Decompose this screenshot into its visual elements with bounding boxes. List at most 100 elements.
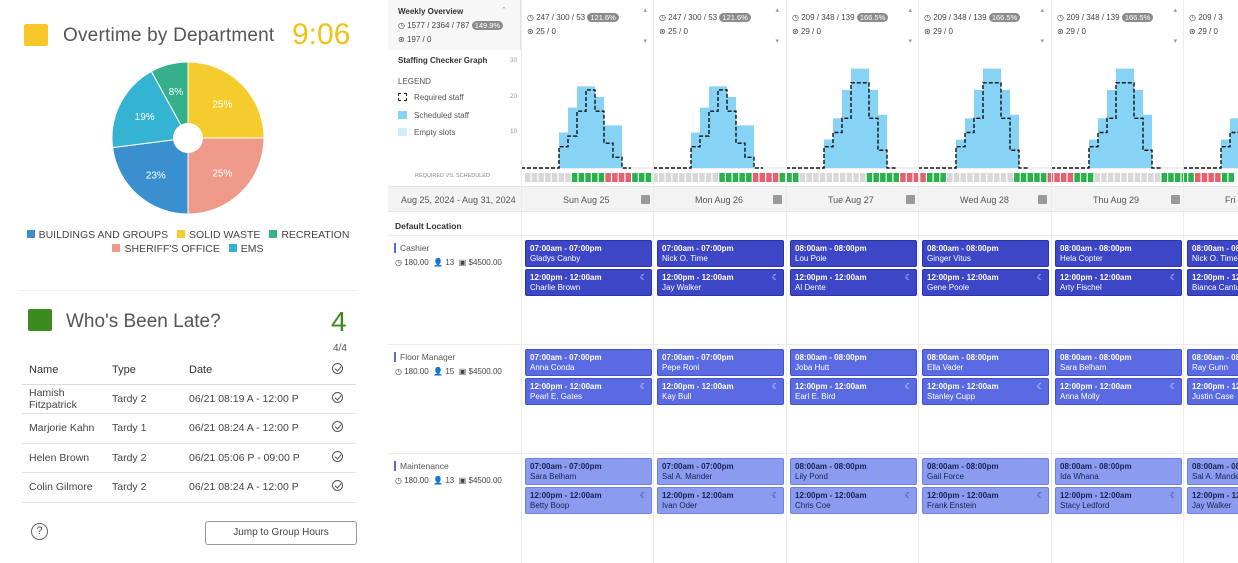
shift-block[interactable]: 12:00pm - 12:00am Anna Molly ☾ — [1055, 378, 1182, 405]
shift-employee: Gene Poole — [927, 283, 970, 292]
weekly-overview[interactable]: Weekly Overview ⌃ ◷ 1577 / 2364 / 787 14… — [388, 0, 521, 50]
day-overview-1[interactable]: ◷ 247 / 300 / 53 121.6% ⊛ 25 / 0 ▴ ▾ — [654, 0, 784, 50]
shift-block[interactable]: 07:00am - 07:00pm Nick O. Time — [657, 240, 784, 267]
day-stats: ◷ 209 / 348 / 139 166.5% — [792, 13, 889, 22]
check-circle-icon[interactable] — [332, 421, 343, 433]
shift-block[interactable]: 08:00am - 08:00pm Gail Force — [922, 458, 1049, 485]
table-row[interactable]: Marjorie Kahn Tardy 1 06/21 08:24 A - 12:0… — [22, 413, 356, 444]
shift-block[interactable]: 08:00am - 08:00pmRay Gunn — [1187, 349, 1238, 376]
table-row[interactable]: Colin Gilmore Tardy 2 06/21 08:24 A - 12:0… — [22, 472, 356, 503]
shift-block[interactable]: 12:00pm - 12:00am Gene Poole ☾ — [922, 269, 1049, 296]
shift-block[interactable]: 12:00pm - 12:00am Al Dente ☾ — [790, 269, 917, 296]
day-overview-2[interactable]: ◷ 209 / 348 / 139 166.5% ⊛ 29 / 0 ▴ ▾ — [787, 0, 917, 50]
overtime-time: 9:06 — [292, 18, 351, 51]
shift-block[interactable]: 12:00pm - 12:00am Stanley Cupp ☾ — [922, 378, 1049, 405]
calendar-icon[interactable] — [1038, 195, 1047, 204]
chevron-down-icon[interactable]: ▾ — [1173, 38, 1177, 45]
check-circle-icon[interactable] — [332, 450, 343, 462]
jump-to-group-hours-button[interactable]: Jump to Group Hours — [205, 521, 357, 545]
shift-block[interactable]: 12:00pm - 12:00am Chris Coe ☾ — [790, 487, 917, 514]
chevron-down-icon[interactable]: ▾ — [908, 38, 912, 45]
chevron-up-icon[interactable]: ▴ — [1173, 7, 1177, 14]
scheduled-bar — [860, 68, 869, 168]
role-name[interactable]: Maintenance — [394, 461, 449, 471]
calendar-icon[interactable] — [906, 195, 915, 204]
rvs-cell — [705, 173, 712, 182]
shift-block[interactable]: 12:00pm - 12:00am Betty Boop ☾ — [525, 487, 652, 514]
role-name[interactable]: Cashier — [394, 243, 429, 253]
rvs-cell — [638, 173, 645, 182]
scheduled-bar — [604, 125, 613, 168]
rvs-cell — [1014, 173, 1020, 182]
chevron-down-icon[interactable]: ▾ — [643, 38, 647, 45]
day-overview-5[interactable]: ◷ 209 / 3 ⊛ 29 / 0 ▴ ▾ — [1184, 0, 1238, 50]
check-circle-icon[interactable] — [332, 480, 343, 492]
shift-block[interactable]: 07:00am - 07:00pm Gladys Canby — [525, 240, 652, 267]
chevron-up-icon[interactable]: ▴ — [775, 7, 779, 14]
rvs-cell — [605, 173, 611, 182]
shift-block[interactable]: 08:00am - 08:00pm Hela Copter — [1055, 240, 1182, 267]
shift-block[interactable]: 12:00pm - 12:00am Frank Enstein ☾ — [922, 487, 1049, 514]
role-name[interactable]: Floor Manager — [394, 352, 455, 362]
chevron-down-icon[interactable]: ▾ — [1040, 38, 1044, 45]
shift-block[interactable]: 08:00am - 08:00pm Lily Pond — [790, 458, 917, 485]
table-row[interactable]: Helen Brown Tardy 2 06/21 05:06 P - 09:00 … — [22, 443, 356, 473]
rvs-cell — [732, 173, 739, 182]
shift-block[interactable]: 08:00am - 08:00pm Joba Hutt — [790, 349, 917, 376]
shift-block[interactable]: 08:00am - 08:00pm Sara Belham — [1055, 349, 1182, 376]
day-overview-4[interactable]: ◷ 209 / 348 / 139 166.5% ⊛ 29 / 0 ▴ ▾ — [1052, 0, 1182, 50]
day-overview-0[interactable]: ◷ 247 / 300 / 53 121.6% ⊛ 25 / 0 ▴ ▾ — [522, 0, 652, 50]
shift-block[interactable]: 12:00pm - 12:00am Arty Fischel ☾ — [1055, 269, 1182, 296]
shift-block[interactable]: 07:00am - 07:00pm Sara Belham — [525, 458, 652, 485]
date-range[interactable]: Aug 25, 2024 - Aug 31, 2024 — [401, 195, 516, 205]
shift-block[interactable]: 08:00am - 08:00pm Lou Pole — [790, 240, 917, 267]
overtime-pie-chart: 25% 25% 23% 19% 8% — [111, 61, 265, 215]
shift-block[interactable]: 12:00pm - 12:00am Stacy Ledford ☾ — [1055, 487, 1182, 514]
day-overview-3[interactable]: ◷ 209 / 348 / 139 166.5% ⊛ 29 / 0 ▴ ▾ — [919, 0, 1049, 50]
shift-block[interactable]: 07:00am - 07:00pm Anna Conda — [525, 349, 652, 376]
shift-employee: Earl E. Bird — [795, 392, 836, 401]
day-name-5: Fri — [1225, 195, 1236, 205]
shift-block[interactable]: 07:00am - 07:00pm Sal A. Mander — [657, 458, 784, 485]
clock-icon: ◷ — [395, 476, 402, 485]
chevron-up-icon[interactable]: ▴ — [643, 7, 647, 14]
table-row[interactable]: Hamish Fitzpatrick Tardy 2 06/21 08:19 A -… — [22, 384, 356, 414]
shift-block[interactable]: 12:00pm - 12:00am Earl E. Bird ☾ — [790, 378, 917, 405]
scheduled-bar — [824, 139, 833, 168]
rvs-cell — [1215, 173, 1221, 182]
shift-employee: Anna Conda — [530, 363, 575, 372]
rvs-cell — [531, 173, 538, 182]
calendar-icon[interactable] — [1171, 195, 1180, 204]
shift-block[interactable]: 08:00am - 08:00pm Ida Whana — [1055, 458, 1182, 485]
shift-block[interactable]: 12:00pm - 12:00amJustin Case☾ — [1187, 378, 1238, 405]
weekly-stats2: ⊛ 197 / 0 — [398, 35, 432, 44]
shift-block[interactable]: 08:00am - 08:00pm Ella Vader — [922, 349, 1049, 376]
shift-block[interactable]: 12:00pm - 12:00amBianca Cantu☾ — [1187, 269, 1238, 296]
shift-block[interactable]: 12:00pm - 12:00am Ivan Oder ☾ — [657, 487, 784, 514]
scheduled-bar — [736, 125, 745, 168]
chevron-up-icon[interactable]: ⌃ — [501, 7, 507, 14]
cell-date: 06/21 08:19 A - 12:00 P — [189, 384, 332, 414]
cell-name: Helen Brown — [22, 443, 112, 473]
shift-block[interactable]: 07:00am - 07:00pm Pepe Roni — [657, 349, 784, 376]
calendar-icon[interactable] — [773, 195, 782, 204]
chevron-up-icon[interactable]: ▴ — [908, 7, 912, 14]
rvs-cell — [1040, 173, 1047, 182]
scheduled-bar — [1098, 118, 1107, 168]
chevron-up-icon[interactable]: ▴ — [1040, 7, 1044, 14]
check-circle-icon[interactable] — [332, 391, 343, 403]
shift-employee: Sara Belham — [1060, 363, 1107, 372]
shift-block[interactable]: 12:00pm - 12:00am Kay Bull ☾ — [657, 378, 784, 405]
shift-block[interactable]: 12:00pm - 12:00am Charlie Brown ☾ — [525, 269, 652, 296]
shift-block[interactable]: 12:00pm - 12:00am Pearl E. Gates ☾ — [525, 378, 652, 405]
shift-block[interactable]: 08:00am - 08:00pm Ginger Vitus — [922, 240, 1049, 267]
help-icon[interactable]: ? — [31, 523, 48, 540]
chevron-down-icon[interactable]: ▾ — [775, 38, 779, 45]
rvs-cell — [571, 173, 578, 182]
calendar-icon[interactable] — [641, 195, 650, 204]
legend-empty: Empty slots — [398, 128, 455, 137]
